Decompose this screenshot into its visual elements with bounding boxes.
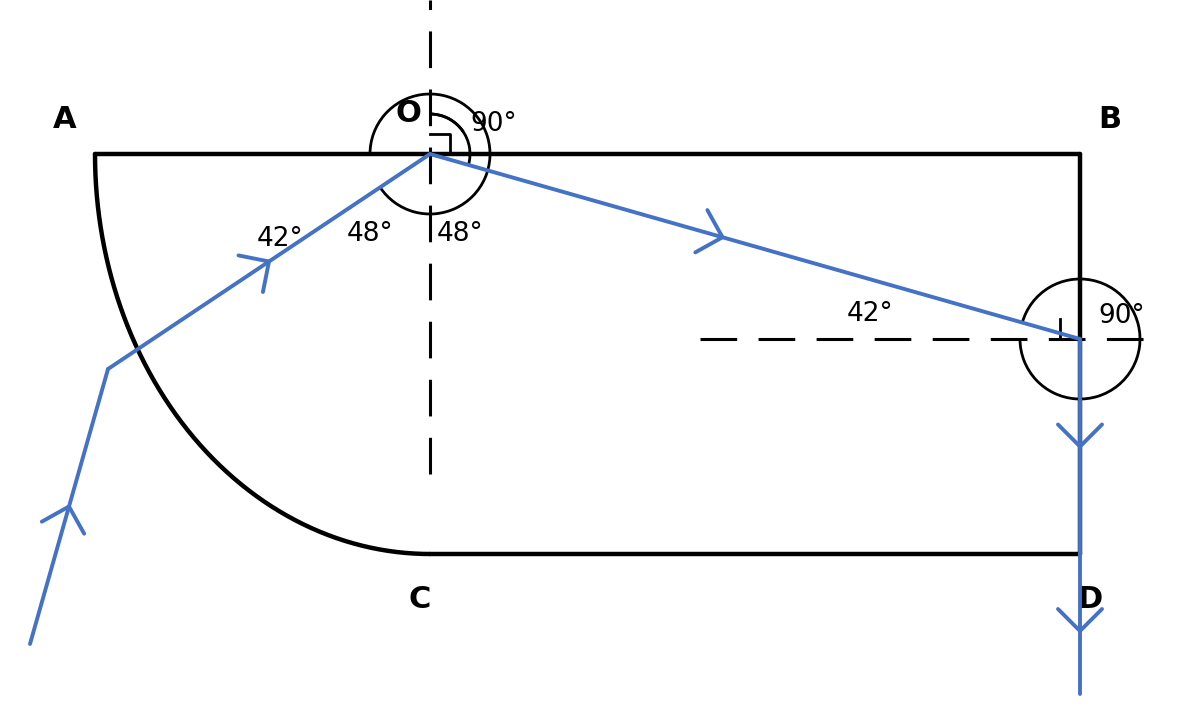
Text: A: A [53, 104, 77, 133]
Text: 48°: 48° [437, 221, 484, 247]
Text: 90°: 90° [470, 111, 517, 137]
Text: 90°: 90° [1098, 303, 1145, 329]
Text: 42°: 42° [257, 226, 304, 252]
Text: 42°: 42° [847, 301, 893, 327]
Text: D: D [1078, 584, 1103, 613]
Text: C: C [409, 584, 431, 613]
Text: 48°: 48° [347, 221, 394, 247]
Text: B: B [1098, 104, 1122, 133]
Text: O: O [395, 99, 421, 128]
